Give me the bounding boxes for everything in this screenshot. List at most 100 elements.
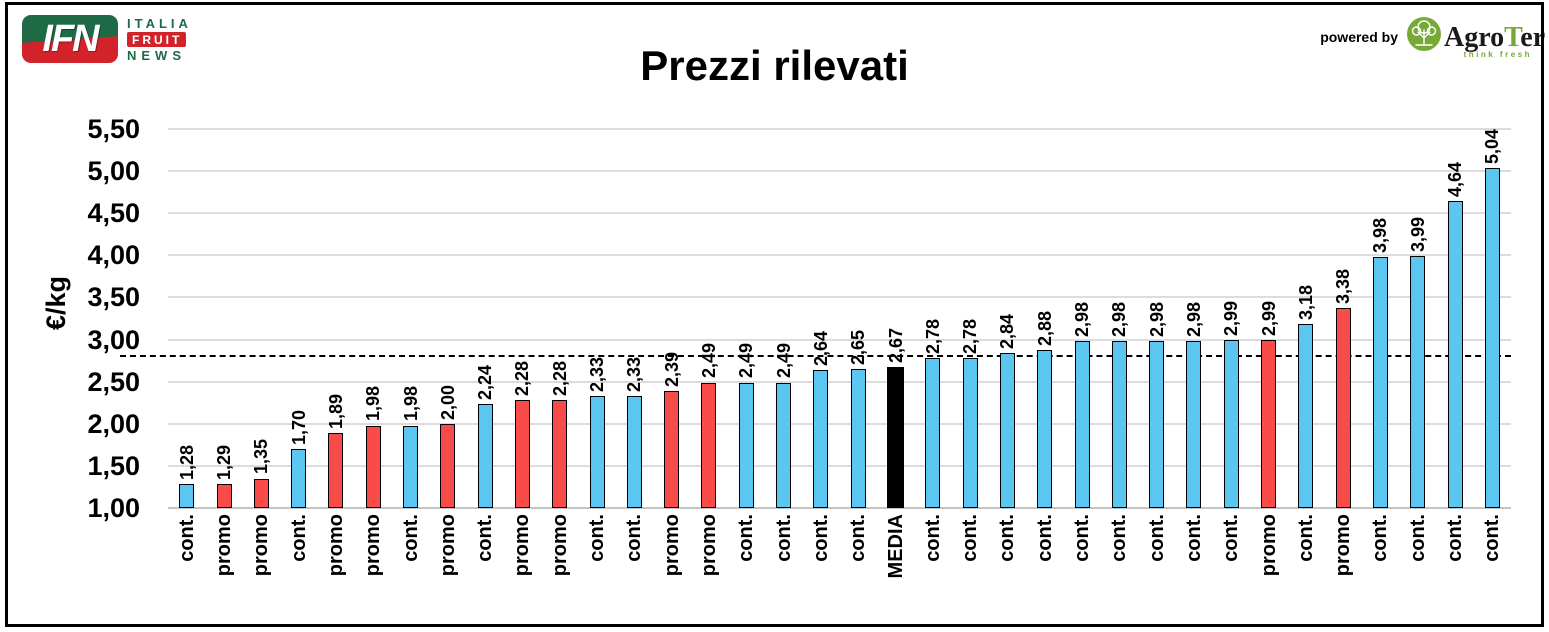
ifn-logo: IFN	[22, 15, 118, 63]
bar-value-label: 2,33	[587, 356, 607, 392]
gridline	[168, 254, 1511, 257]
bar-value-label: 3,98	[1370, 217, 1391, 253]
y-tick-label: 4,00	[87, 240, 140, 271]
gridline	[168, 464, 1511, 467]
promo-bar	[664, 390, 680, 508]
bar-value-label: 1,98	[363, 386, 384, 422]
cont-bar	[1372, 257, 1388, 508]
bar-value-label: 2,84	[997, 313, 1018, 349]
ifn-logo-wordmark: ITALIA FRUIT NEWS	[127, 17, 192, 62]
bar-category-label: MEDIA	[884, 514, 907, 579]
bar-value-label: 2,24	[475, 364, 496, 400]
bar-category-label: cont.	[623, 514, 646, 562]
cont-bar	[403, 425, 418, 508]
bar-value-label: 3,99	[1407, 217, 1428, 253]
cont-bar	[1111, 341, 1127, 508]
bar-category-label: promo	[660, 514, 683, 577]
bar-category-label: cont.	[735, 514, 758, 562]
bar-category-label: promo	[436, 514, 459, 577]
bar-value-label: 2,39	[661, 351, 682, 387]
bar-value-label: 1,35	[251, 439, 272, 475]
y-tick-label: 5,00	[87, 156, 140, 187]
bar-category-label: cont.	[959, 514, 982, 562]
agroter-tagline: think fresh	[1463, 50, 1532, 59]
cont-bar	[1484, 167, 1500, 508]
y-tick-label: 5,50	[87, 114, 140, 144]
bar-value-label: 2,49	[773, 343, 794, 379]
promo-bar	[1335, 307, 1351, 508]
agroter-name-part1: Agro	[1444, 22, 1505, 53]
ifn-logo-fruit: FRUIT	[127, 32, 187, 47]
promo-bar	[552, 400, 568, 508]
bar-category-label: cont.	[1369, 514, 1392, 562]
cont-bar	[1149, 341, 1165, 508]
cont-bar	[738, 382, 754, 508]
ifn-logo-italia: ITALIA	[127, 16, 192, 31]
bar-category-label: promo	[697, 514, 720, 577]
promo-bar	[701, 382, 717, 508]
bar-category-label: cont.	[847, 514, 870, 562]
gridline	[168, 296, 1511, 299]
bar-value-label: 1,89	[325, 393, 346, 429]
x-axis-line	[168, 507, 1511, 509]
cont-bar	[626, 396, 642, 508]
bar-value-label: 1,98	[400, 386, 421, 422]
cont-bar	[1447, 201, 1463, 508]
bar-category-label: cont.	[1294, 514, 1317, 562]
promo-bar	[365, 425, 381, 508]
bar-category-label: cont.	[772, 514, 795, 562]
cont-bar	[999, 353, 1015, 508]
ifn-logo-acronym: IFN	[42, 18, 99, 60]
bar-category-label: cont.	[996, 514, 1019, 562]
bar-value-label: 2,98	[1146, 302, 1167, 338]
bar-value-label: 1,70	[288, 409, 309, 445]
agroter-name-part2: T	[1504, 22, 1521, 53]
bar-category-label: cont.	[399, 514, 422, 562]
cont-bar	[813, 369, 829, 508]
bar-category-label: cont.	[1145, 514, 1168, 562]
promo-bar	[440, 423, 456, 508]
cont-bar	[962, 358, 978, 508]
bar-category-label: cont.	[809, 514, 832, 562]
bar-category-label: cont.	[1406, 514, 1429, 562]
bar-category-label: cont.	[1033, 514, 1056, 562]
bar-value-label: 3,18	[1295, 285, 1316, 321]
cont-bar	[477, 403, 493, 508]
bar-value-label: 2,99	[1258, 301, 1279, 337]
bar-category-label: promo	[250, 514, 273, 577]
bar-category-label: promo	[213, 514, 235, 577]
cont-bar	[1186, 341, 1202, 508]
bar-value-label: 2,49	[698, 343, 719, 379]
bar-value-label: 4,64	[1445, 162, 1465, 198]
cont-bar	[925, 358, 941, 508]
bar-category-label: cont.	[1182, 514, 1205, 562]
gridline	[168, 422, 1511, 425]
bar-value-label: 2,67	[885, 328, 906, 364]
dashed-reference-line	[120, 355, 1511, 358]
bar-value-label: 5,04	[1482, 128, 1503, 164]
y-tick-label: 1,50	[87, 450, 140, 481]
bar-category-label: promo	[324, 514, 347, 577]
cont-bar	[179, 484, 195, 508]
promo-bar	[1261, 340, 1276, 508]
bar-value-label: 2,98	[1072, 302, 1092, 338]
agroter-tree-icon	[1407, 17, 1441, 56]
bar-value-label: 2,64	[810, 330, 831, 366]
chart-title: Prezzi rilevati	[640, 42, 909, 89]
bar-category-label: promo	[1257, 514, 1280, 577]
promo-bar	[328, 433, 344, 508]
bar-value-label: 2,98	[1183, 302, 1204, 338]
ifn-logo-news: NEWS	[127, 48, 186, 63]
bar-value-label: 1,29	[214, 444, 234, 480]
bar-value-label: 2,99	[1221, 301, 1242, 337]
bar-value-label: 2,98	[1109, 302, 1130, 338]
bar-value-label: 1,28	[176, 445, 197, 481]
media-bar	[887, 367, 904, 508]
bar-category-label: promo	[362, 514, 385, 577]
promo-bar	[514, 400, 530, 508]
y-tick-label: 1,00	[87, 493, 140, 523]
bar-category-label: cont.	[921, 514, 944, 562]
y-tick-label: 3,50	[87, 282, 140, 313]
y-tick-label: 4,50	[87, 198, 140, 229]
cont-bar	[1037, 349, 1053, 508]
